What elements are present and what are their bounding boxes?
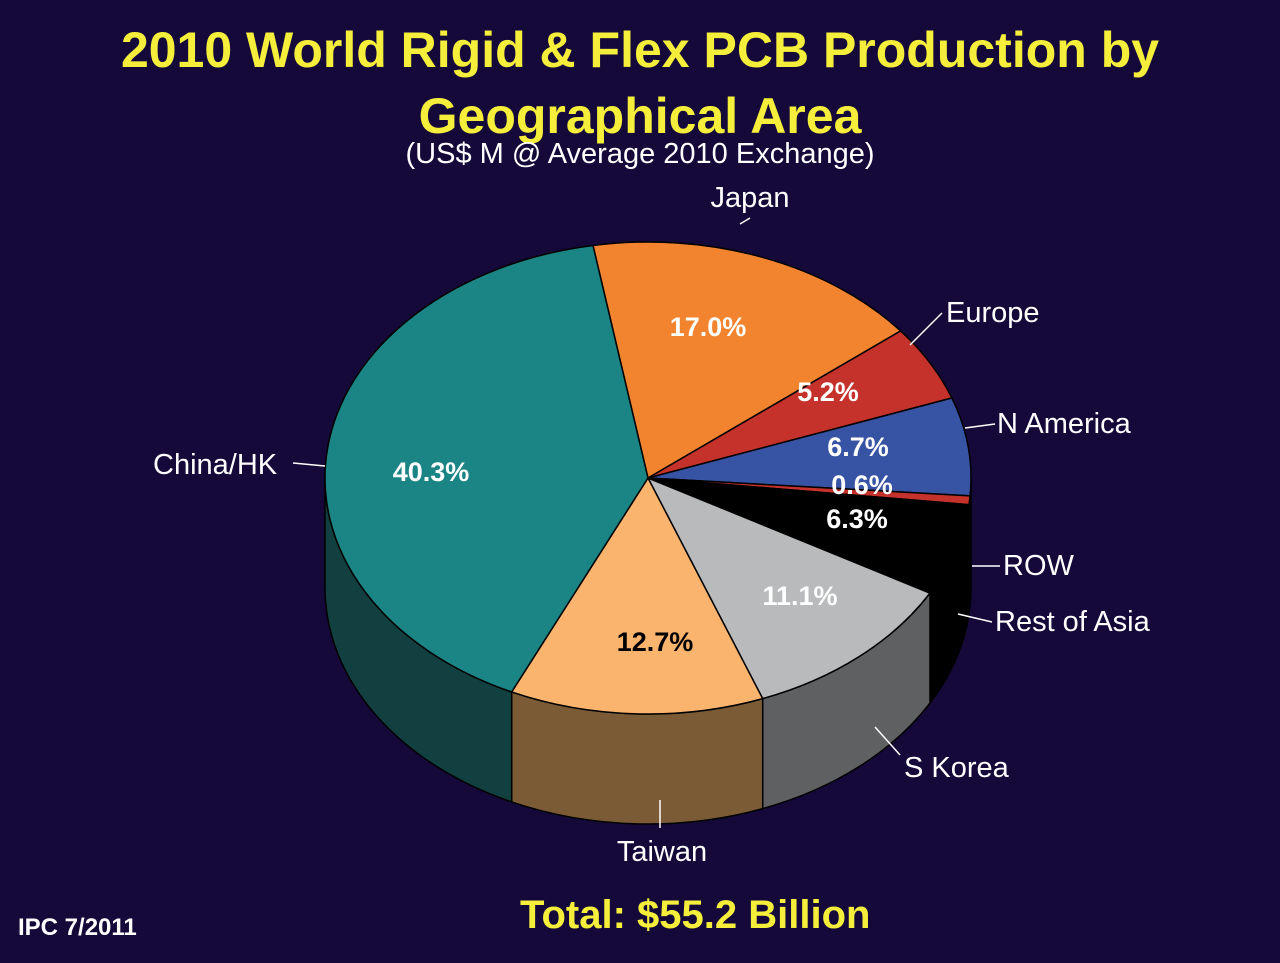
- pie-slice-china-hk: [324, 244, 649, 693]
- percent-label-rest-of-asia: 6.3%: [826, 504, 888, 534]
- chart-subtitle: (US$ M @ Average 2010 Exchange): [405, 138, 875, 170]
- leader-line-s-korea: [874, 726, 901, 756]
- percent-label-s-korea: 11.1%: [762, 581, 837, 611]
- category-label-europe: Europe: [946, 297, 1040, 329]
- pie-slice-japan: [592, 241, 902, 480]
- pie-slice-n-america: [647, 397, 972, 497]
- pie-slices: [324, 241, 972, 715]
- category-label-taiwan: Taiwan: [617, 836, 707, 868]
- category-label-row: ROW: [1003, 550, 1075, 582]
- leader-line-china-hk: [292, 462, 326, 467]
- percent-label-taiwan: 12.7%: [617, 627, 694, 657]
- percent-label-row: 0.6%: [831, 470, 893, 500]
- leader-line-n-america: [964, 423, 996, 429]
- category-label-n-america: N America: [997, 408, 1132, 440]
- total-label: Total: $55.2 Billion: [520, 893, 871, 937]
- category-label-s-korea: S Korea: [904, 752, 1010, 784]
- percent-label-europe: 5.2%: [797, 377, 859, 407]
- category-label-japan: Japan: [710, 182, 789, 214]
- leader-line-japan: [739, 217, 751, 225]
- chart-title-line2: Geographical Area: [418, 88, 862, 144]
- percent-labels: 17.0% 5.2% 6.7% 0.6% 6.3% 11.1% 12.7% 40.3%: [393, 312, 893, 657]
- category-labels: Japan Europe N America ROW Rest of Asia S Kor…: [153, 182, 1151, 868]
- pie-slice-taiwan: [510, 476, 764, 715]
- category-label-rest-of-asia: Rest of Asia: [995, 606, 1151, 638]
- percent-label-china-hk: 40.3%: [393, 457, 470, 487]
- percent-label-japan: 17.0%: [670, 312, 747, 342]
- chart-title-line1: 2010 World Rigid & Flex PCB Production b…: [120, 22, 1160, 78]
- source-label: IPC 7/2011: [18, 914, 137, 941]
- percent-label-n-america: 6.7%: [827, 432, 889, 462]
- pie-slice-s-korea: [646, 476, 932, 700]
- leader-line-europe: [909, 312, 943, 346]
- leader-line-rest-of-asia: [957, 613, 993, 623]
- leader-lines: [292, 217, 1000, 828]
- pie-slice-rest-of-asia: [647, 477, 970, 595]
- category-label-china-hk: China/HK: [153, 449, 278, 481]
